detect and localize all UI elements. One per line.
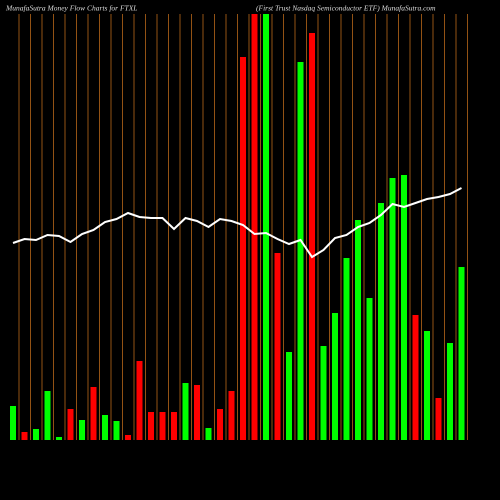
bar [389,178,396,440]
bar [286,352,292,440]
bar [56,437,62,440]
bar [355,220,361,440]
bar [263,14,269,440]
bar [343,258,350,440]
bar [228,391,235,440]
bar [136,361,143,440]
bar [309,33,315,440]
bar [148,412,154,440]
bar [412,315,419,440]
bar [447,343,453,440]
bar [320,346,327,440]
bar [33,429,39,440]
bar [102,415,108,440]
bar [435,398,442,440]
bar [125,435,131,440]
bar [159,412,166,440]
bar [182,383,189,440]
bar [401,175,407,440]
bar [171,412,177,440]
bar [297,62,304,440]
bar [90,387,97,440]
bar [67,409,74,440]
bar [274,253,281,440]
line [12,187,462,259]
bar [251,14,258,440]
bar [458,267,465,440]
bar [10,406,16,440]
chart-subtitle: (First Trust Nasdaq Semiconductor ETF) M… [256,4,436,13]
bar [240,57,246,440]
bar [378,203,384,440]
bar [79,420,85,440]
bar [205,428,212,440]
bar [113,421,120,440]
bar [424,331,430,440]
plot [10,14,468,440]
bar [194,385,200,440]
bar [366,298,373,440]
bar [217,409,223,440]
bar [332,313,338,440]
bar [21,432,28,440]
chart-title: MunafaSutra Money Flow Charts for FTXL [5,4,137,13]
bar [44,391,51,440]
